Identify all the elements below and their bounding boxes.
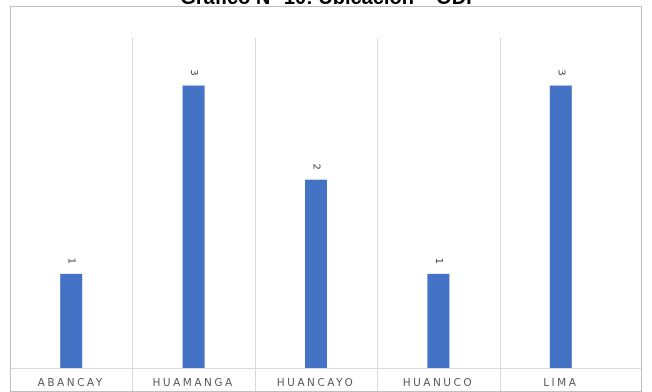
category-label-abancay: ABANCAY [38,377,105,389]
bar-lima [549,85,572,369]
data-label-lima: 3 [555,69,566,75]
bar-abancay [60,273,83,368]
category-label-lima: LIMA [543,377,578,389]
category-label-huanuco: HUANUCO [403,377,474,389]
data-label-abancay: 1 [66,258,77,264]
category-label-huamanga: HUAMANGA [153,377,235,389]
data-label-huanuco: 1 [433,258,444,264]
bar-huamanga [182,85,205,369]
data-label-huancayo: 2 [311,164,322,170]
data-label-huamanga: 3 [188,69,199,75]
bar-huancayo [305,179,327,368]
bar-huanuco [427,273,450,368]
category-label-huancayo: HUANCAYO [277,377,355,389]
chart-title: Gráfico N° 10: Ubicación – ODI [0,0,652,10]
